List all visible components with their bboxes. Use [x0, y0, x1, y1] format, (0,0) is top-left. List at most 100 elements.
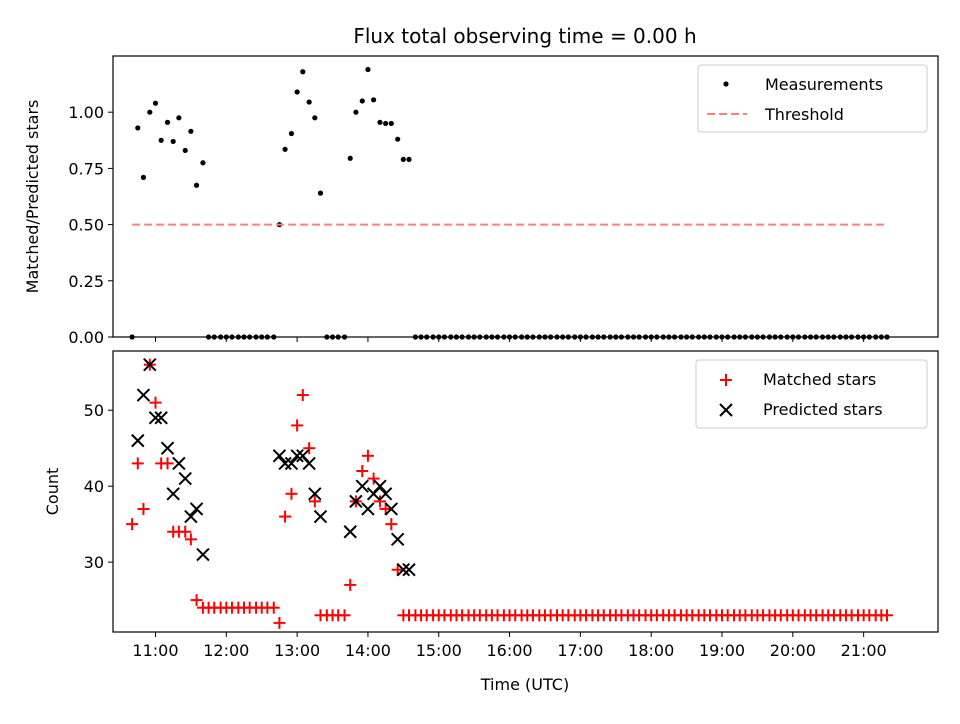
- measurements-point: [218, 334, 224, 340]
- bottom-x-tick-label: 16:00: [487, 641, 533, 660]
- measurements-point: [264, 334, 270, 340]
- measurements-point: [766, 334, 773, 340]
- measurements-point: [471, 334, 477, 340]
- measurements-point: [448, 334, 454, 340]
- bottom-y-tick-label: 30: [84, 553, 104, 572]
- predicted-stars-point: [278, 456, 292, 471]
- bottom-x-tick-label: 11:00: [132, 641, 178, 660]
- measurements-point: [164, 119, 171, 125]
- measurements-point: [200, 160, 206, 166]
- measurements-point: [625, 334, 631, 340]
- measurements-point: [459, 334, 465, 340]
- top-y-tick-label: 0.25: [68, 272, 104, 291]
- measurements-point: [424, 334, 430, 340]
- measurements-point: [548, 334, 554, 340]
- measurements-point: [784, 334, 790, 340]
- predicted-stars-point: [136, 388, 151, 402]
- bottom-y-ticks: 30 40 50: [84, 401, 113, 572]
- bottom-legend-box: [695, 359, 928, 429]
- measurements-point: [618, 334, 625, 340]
- measurements-point: [176, 115, 182, 121]
- measurements-point: [577, 334, 583, 340]
- legend-matched-label: Matched stars: [763, 370, 876, 389]
- measurements-point: [807, 334, 814, 340]
- matched-stars-point: [273, 616, 286, 629]
- figure-title: Flux total observing time = 0.00 h: [353, 24, 696, 48]
- matched-stars-point: [338, 609, 351, 622]
- measurements-point: [749, 334, 755, 340]
- measurements-point: [501, 334, 507, 340]
- measurements-point: [630, 334, 637, 340]
- matched-stars-point: [190, 594, 203, 607]
- bottom-x-tick-label: 15:00: [416, 641, 462, 660]
- measurements-point: [140, 174, 147, 180]
- measurements-point: [696, 334, 702, 340]
- predicted-stars-point: [196, 547, 210, 562]
- predicted-stars-point: [313, 509, 328, 524]
- top-y-tick-label: 0.00: [68, 328, 104, 347]
- measurements-point: [802, 334, 808, 340]
- measurements-point: [636, 334, 642, 340]
- predicted-stars-point: [143, 357, 157, 372]
- measurements-point: [235, 334, 241, 340]
- measurements-point: [436, 334, 442, 340]
- measurements-point: [494, 334, 501, 340]
- predicted-stars-point: [148, 411, 163, 425]
- predicted-stars-point: [402, 563, 416, 577]
- measurements-point: [837, 334, 843, 340]
- predicted-stars-point: [390, 532, 405, 547]
- measurements-point: [300, 69, 306, 75]
- predicted-stars-point: [349, 494, 363, 509]
- measurements-point: [306, 99, 312, 105]
- legend-measurements-label: Measurements: [765, 75, 883, 94]
- matched-stars-point: [126, 518, 139, 531]
- predicted-stars-point: [131, 433, 145, 448]
- measurements-point: [247, 334, 253, 340]
- legend-measurements-marker: [723, 81, 729, 87]
- measurements-point: [347, 155, 353, 161]
- measurements-point: [719, 334, 725, 340]
- measurements-point: [654, 334, 660, 340]
- predicted-stars-point: [184, 509, 198, 524]
- measurements-point: [873, 334, 879, 340]
- measurements-point: [607, 334, 613, 340]
- matched-stars-point: [881, 609, 894, 622]
- measurements-point: [554, 334, 560, 340]
- measurements-point: [129, 334, 135, 340]
- bottom-plot-frame: [112, 350, 939, 633]
- predicted-stars-point: [160, 441, 175, 455]
- measurements-point: [193, 182, 200, 188]
- legend-predicted-label: Predicted stars: [763, 400, 883, 419]
- measurements-point: [288, 130, 295, 137]
- measurements-point: [778, 334, 784, 340]
- measurements-point: [441, 334, 448, 340]
- measurements-point: [383, 120, 389, 127]
- predicted-stars-point: [361, 502, 375, 516]
- measurements-point: [453, 334, 460, 340]
- measurements-point: [211, 334, 217, 340]
- measurements-point: [530, 334, 536, 340]
- measurements-point: [737, 334, 743, 340]
- measurements-point: [152, 100, 159, 106]
- measurements-point: [689, 334, 695, 340]
- measurements-point: [465, 334, 472, 340]
- top-y-tick-label: 0.50: [68, 216, 104, 235]
- measurements-point: [707, 334, 713, 340]
- measurements-point: [701, 334, 707, 340]
- top-y-tick-label: 0.75: [68, 159, 104, 178]
- predicted-stars-point: [396, 563, 411, 577]
- predicted-stars-point: [355, 479, 369, 493]
- measurements-point: [819, 334, 826, 340]
- measurements-point: [742, 334, 748, 340]
- measurements-point: [395, 136, 401, 142]
- measurements-point: [241, 334, 247, 340]
- matched-stars-point: [267, 601, 280, 614]
- matched-stars-point: [385, 518, 398, 531]
- measurements-point: [388, 120, 394, 127]
- measurements-point: [760, 334, 766, 340]
- measurements-point: [831, 334, 837, 340]
- measurements-point: [849, 334, 855, 340]
